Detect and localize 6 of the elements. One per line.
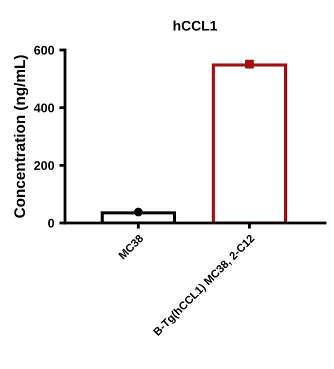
y-tick-label: 200 (34, 161, 54, 170)
y-tick-label: 0 (48, 218, 54, 228)
y-tick-label: 600 (34, 46, 54, 55)
y-tick-label: 400 (34, 103, 54, 112)
chart-title: hCCL1 (174, 20, 217, 31)
y-axis-title: Concentration (ng/mL) (14, 55, 28, 218)
